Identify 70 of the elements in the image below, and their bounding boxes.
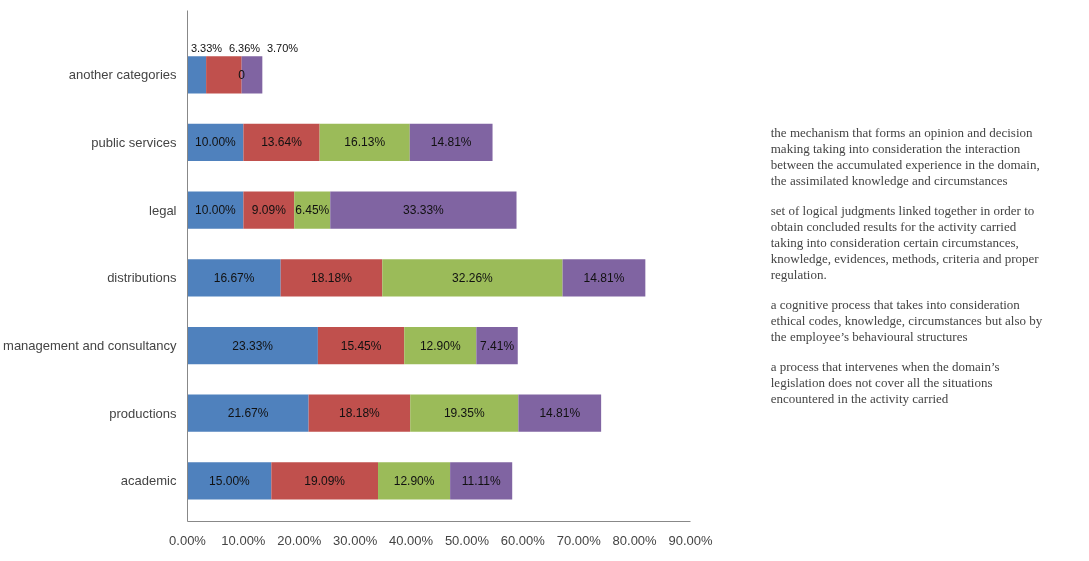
bar — [187, 462, 272, 500]
data-label: 15.00% — [209, 473, 251, 488]
data-label: 3.33% — [190, 42, 223, 55]
bar — [330, 191, 517, 229]
data-label: 16.13% — [344, 135, 386, 150]
text: a process that intervenes when the domain’s legislation does not cover all the situations encountered in the activity carried — [770, 358, 1000, 407]
data-label: 12.90% — [419, 338, 461, 353]
data-label: 23.33% — [232, 338, 274, 353]
x-tick-label: 70.00% — [556, 532, 602, 548]
bar — [317, 326, 405, 365]
bar — [409, 123, 493, 162]
x-tick-label: 50.00% — [444, 532, 490, 548]
x-tick-label: 40.00% — [389, 532, 434, 548]
text: the mechanism that forms an opinion and decision making taking into consideration the interaction between the accumulated experience in the domain, the assimilated knowledge and circumstances — [770, 124, 1040, 189]
bar — [410, 394, 519, 432]
x-tick-label: 20.00% — [277, 532, 322, 548]
bar — [476, 326, 518, 365]
data-label: 32.26% — [452, 270, 494, 285]
text: set of logical judgments linked together in order to obtain concluded results for the activity carried taking into consideration certain circumstances, knowledge, evidences, methods, criteria and proper regulation. — [770, 202, 1039, 283]
data-label: 7.41% — [480, 338, 515, 353]
bar — [187, 259, 281, 297]
data-label: 16.67% — [213, 270, 255, 285]
data-label: 15.45% — [340, 338, 382, 353]
bar — [378, 462, 451, 500]
bar — [271, 462, 379, 500]
y-tick-label: academic — [120, 473, 177, 489]
data-label: 14.81% — [430, 135, 472, 150]
y-tick-label: another categories — [68, 67, 177, 83]
data-label: 14.81% — [539, 406, 581, 421]
data-label: 0 — [238, 68, 246, 83]
y-tick-label: legal — [149, 202, 177, 218]
bar — [308, 394, 411, 432]
text: a cognitive process that takes into consideration ethical codes, knowledge, circumstances but also by the employee’s behavioural structures — [770, 296, 1043, 345]
data-label: 21.67% — [227, 406, 269, 421]
bar — [382, 259, 563, 297]
x-tick-label: 60.00% — [500, 532, 546, 548]
bar — [243, 123, 320, 162]
x-tick-label: 10.00% — [221, 532, 266, 548]
bar — [450, 462, 513, 500]
data-label: 18.18% — [311, 270, 353, 285]
data-label: 10.00% — [195, 203, 237, 218]
data-label: 33.33% — [403, 203, 445, 218]
data-label: 18.18% — [339, 406, 381, 421]
bar — [187, 326, 318, 365]
y-tick-label: public services — [91, 134, 177, 150]
y-tick-label: management and consultancy — [3, 338, 177, 354]
data-label: 6.36% — [228, 42, 261, 55]
x-tick-label: 0.00% — [169, 532, 207, 548]
data-label: 10.00% — [195, 135, 237, 150]
bar — [187, 394, 309, 432]
data-label: 9.09% — [251, 203, 287, 218]
bar — [562, 259, 646, 297]
y-tick-label: productions — [109, 405, 177, 421]
bar — [518, 394, 602, 432]
bar — [280, 259, 383, 297]
bar — [404, 326, 477, 365]
data-label: 6.45% — [295, 203, 330, 218]
data-label: 19.09% — [304, 473, 346, 488]
data-label: 13.64% — [261, 135, 303, 150]
data-label: 14.81% — [583, 270, 625, 285]
x-tick-label: 30.00% — [333, 532, 378, 548]
data-label: 12.90% — [393, 473, 435, 488]
data-label: 19.35% — [443, 406, 485, 421]
data-label: 11.11% — [461, 473, 501, 488]
bar — [319, 123, 410, 162]
x-tick-label: 90.00% — [668, 532, 713, 548]
data-label: 3.70% — [266, 42, 299, 55]
bar — [187, 56, 207, 94]
x-tick-label: 80.00% — [612, 532, 658, 548]
y-tick-label: distributions — [107, 270, 177, 286]
